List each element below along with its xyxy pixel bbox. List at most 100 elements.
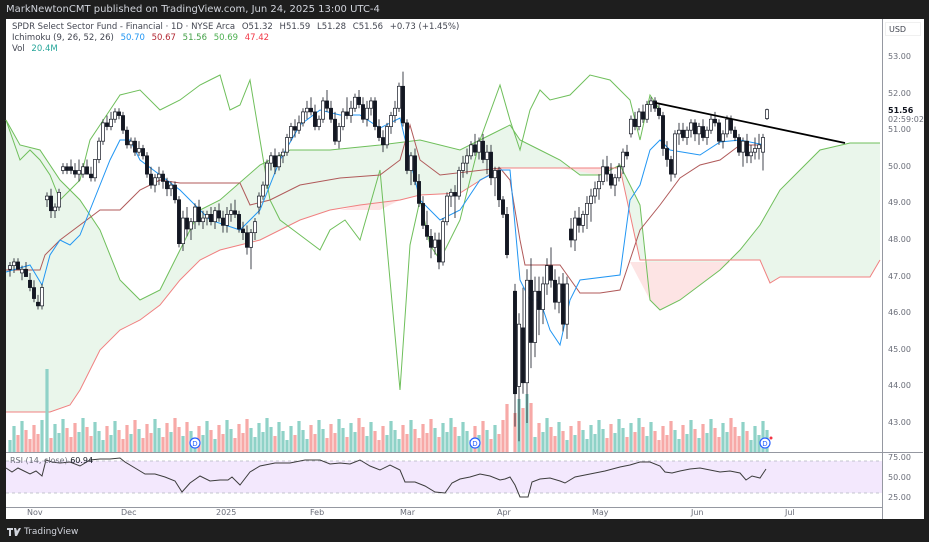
volume-bar xyxy=(185,422,189,452)
price-axis[interactable] xyxy=(882,19,924,519)
candle-body xyxy=(237,214,241,230)
price-tick: 47.00 xyxy=(888,271,911,281)
candle-body xyxy=(185,217,189,230)
volume-bar xyxy=(117,430,121,452)
candle-body xyxy=(673,133,677,175)
candle-body xyxy=(757,144,761,149)
candle-body xyxy=(557,283,561,303)
candle-body xyxy=(641,111,645,120)
volume-bar xyxy=(205,421,209,452)
time-axis[interactable] xyxy=(6,507,882,520)
volume-bar xyxy=(681,425,685,452)
candle-body xyxy=(377,126,381,138)
volume-bar xyxy=(385,435,389,452)
volume-row[interactable]: Vol 20.4M xyxy=(12,44,463,55)
candle-body xyxy=(753,148,757,153)
candle-body xyxy=(209,214,213,223)
volume-value: 20.4M xyxy=(31,44,58,54)
volume-bar xyxy=(425,433,429,452)
rsi-value: 60.94 xyxy=(70,456,94,465)
rsi-legend[interactable]: RSI (14, close) 60.94 xyxy=(10,456,93,465)
pane-separator[interactable] xyxy=(6,452,923,453)
time-label: Apr xyxy=(497,508,511,517)
candle-body xyxy=(32,287,36,299)
candle-body xyxy=(361,104,365,120)
trendline-drawing xyxy=(654,101,846,144)
candle-body xyxy=(93,159,97,179)
dividend-marker-icon xyxy=(189,437,201,449)
volume-bar xyxy=(453,427,457,452)
candle-body xyxy=(449,192,453,197)
candle-body xyxy=(381,137,385,146)
candle-body xyxy=(717,122,721,142)
candle-body xyxy=(541,283,545,310)
dividend-letter: D xyxy=(472,440,477,448)
candle-body xyxy=(61,166,65,171)
volume-bar xyxy=(121,439,125,452)
ichimoku-lagging: 51.56 xyxy=(182,33,207,43)
volume-bar xyxy=(705,433,709,452)
candle-body xyxy=(525,279,529,384)
volume-bar xyxy=(529,403,533,452)
candle-body xyxy=(85,166,89,175)
volume-bar xyxy=(761,421,765,452)
volume-bar xyxy=(113,421,117,452)
candle-body xyxy=(609,173,613,186)
volume-bar xyxy=(141,438,145,452)
bar-countdown: 02:59:02 xyxy=(888,115,924,124)
candle-body xyxy=(445,195,449,223)
candle-body xyxy=(137,148,141,153)
rsi-tick-25: 25.00 xyxy=(888,493,911,502)
candle-body xyxy=(721,133,725,142)
tradingview-logo[interactable]: TradingView xyxy=(7,527,78,537)
volume-bar xyxy=(269,427,273,452)
candle-body xyxy=(365,107,369,120)
ichimoku-row[interactable]: Ichimoku (9, 26, 52, 26) 50.70 50.67 51.… xyxy=(12,33,463,44)
candle-body xyxy=(89,173,93,179)
candle-body xyxy=(601,166,605,182)
candle-body xyxy=(345,111,349,116)
candle-body xyxy=(297,122,301,131)
currency-label[interactable]: USD xyxy=(885,22,921,36)
volume-bar xyxy=(713,428,717,452)
tradingview-logo-text: TradingView xyxy=(24,527,79,537)
candle-body xyxy=(401,85,405,124)
candle-body xyxy=(333,118,337,142)
candle-body xyxy=(153,177,157,186)
ichimoku-conversion: 50.70 xyxy=(120,33,145,43)
candle-body xyxy=(693,122,697,135)
candle-body xyxy=(129,140,133,146)
symbol-title[interactable]: SPDR Select Sector Fund - Financial · 1D… xyxy=(12,22,236,32)
volume-bar xyxy=(621,428,625,452)
candle-body xyxy=(745,140,749,157)
candle-body xyxy=(321,100,325,120)
candle-body xyxy=(101,122,105,142)
volume-bar xyxy=(745,431,749,452)
candle-body xyxy=(169,184,173,190)
rsi-band xyxy=(6,461,882,493)
volume-bar xyxy=(161,437,165,452)
candle-body xyxy=(69,166,73,171)
candle-body xyxy=(261,184,265,197)
volume-bar xyxy=(253,437,257,452)
price-tick: 45.00 xyxy=(888,344,911,354)
candle-body xyxy=(685,129,689,138)
volume-bar xyxy=(401,425,405,452)
candle-body xyxy=(733,129,737,138)
candle-body xyxy=(649,100,653,105)
candle-body xyxy=(181,217,185,245)
volume-bar xyxy=(429,419,433,452)
ohlc-high: H51.59 xyxy=(279,22,311,32)
volume-bar xyxy=(165,423,169,452)
candle-body xyxy=(661,115,665,149)
price-tick: 50.00 xyxy=(888,161,911,171)
volume-bar xyxy=(537,423,541,452)
candle-body xyxy=(81,166,85,175)
candle-body xyxy=(301,111,305,124)
candle-body xyxy=(213,210,217,223)
candle-body xyxy=(20,268,24,274)
volume-bar xyxy=(129,434,133,452)
candle-body xyxy=(353,96,357,109)
dividend-letter: D xyxy=(192,440,197,448)
